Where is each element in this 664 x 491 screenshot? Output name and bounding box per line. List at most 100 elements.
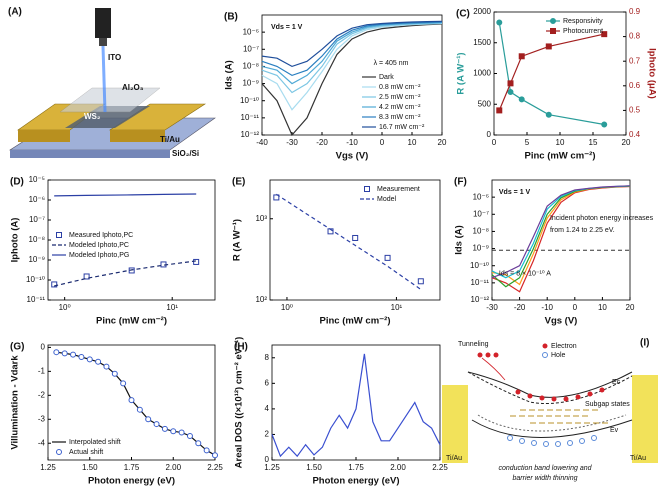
series-line: [261, 23, 443, 137]
x-axis-label: Photon energy (eV): [312, 476, 399, 487]
legend-marker: [550, 28, 556, 34]
y-tick-label: -1: [38, 366, 46, 375]
legend-label: Model: [377, 196, 397, 203]
plot-frame: [491, 179, 631, 301]
marker: [161, 425, 168, 432]
y-tick-label: 10⁻⁶: [29, 195, 45, 204]
panel-label: (I): [640, 338, 649, 349]
y-tick-label: 10⁻⁶: [243, 27, 259, 36]
marker: [518, 53, 525, 60]
y2-tick-label: 0.5: [629, 106, 641, 115]
series-line: [261, 22, 443, 85]
series-line: [261, 20, 443, 68]
y-axis-label: R (A W⁻¹): [232, 219, 243, 261]
marker: [153, 421, 160, 428]
x-tick-label: 5: [525, 138, 530, 147]
x-axis-label: Photon energy (eV): [88, 476, 175, 487]
probe-tip: [99, 38, 107, 46]
y-tick-label: 0: [265, 455, 270, 464]
x-tick-label: -30: [286, 138, 298, 147]
legend-label: Modeled Iphoto,PC: [69, 242, 129, 249]
annotation: Incident photon energy increases: [550, 215, 654, 222]
light-beam: [101, 45, 107, 113]
x-axis-label: Vgs (V): [336, 151, 369, 162]
tunneling-arrow: [481, 357, 506, 381]
x-tick-label: 1.50: [82, 463, 98, 472]
probe: [95, 8, 111, 38]
x-axis-label: Vgs (V): [545, 316, 578, 327]
y-tick-label: -3: [38, 414, 46, 423]
marker: [496, 19, 503, 26]
annotation: λ = 405 nm: [374, 60, 409, 67]
marker: [111, 370, 118, 377]
x-tick-label: -10: [541, 303, 553, 312]
marker: [51, 281, 58, 288]
marker: [518, 96, 525, 103]
legend-marker: [56, 449, 62, 455]
valence-band-dashed: [477, 414, 627, 432]
label: SiO₂/Si: [172, 149, 199, 158]
label: Al₂O₃: [122, 83, 144, 92]
y-tick-label: 10⁻¹¹: [27, 295, 46, 304]
marker: [53, 349, 60, 356]
x-tick-label: 20: [622, 138, 631, 147]
panel-label: (F): [454, 177, 467, 188]
marker: [601, 121, 608, 128]
y-tick-label: 10⁻¹²: [471, 295, 490, 304]
y-tick-label: 500: [478, 99, 492, 108]
plot-frame: [269, 179, 441, 301]
y-tick-label: 10⁻⁸: [29, 235, 46, 244]
caption: barrier width thinning: [513, 475, 578, 482]
x-tick-label: 1.75: [124, 463, 140, 472]
series-line: [491, 185, 631, 279]
marker: [145, 416, 152, 423]
x-tick-label: 10: [556, 138, 565, 147]
marker: [70, 351, 77, 358]
marker: [601, 31, 608, 38]
marker: [186, 433, 193, 440]
marker: [352, 234, 359, 241]
y-tick-label: 10⁻¹¹: [471, 278, 490, 287]
series-line: [261, 21, 443, 77]
y-tick-label: 10⁻⁷: [473, 209, 489, 218]
marker: [384, 254, 391, 261]
y2-tick-label: 0.4: [629, 130, 641, 139]
conduction-band-lowered: [467, 371, 633, 405]
series-line: [275, 193, 422, 290]
y-tick-label: 10⁻¹²: [241, 130, 260, 139]
legend-marker: [550, 18, 556, 24]
x-tick-label: 0: [492, 138, 497, 147]
annotation: Ids = 8 × 10⁻¹⁰ A: [499, 269, 551, 277]
chart: (D) 10⁰ 10¹ 10⁻¹¹ 10⁻¹⁰ 10⁻⁹ 10⁻⁸ 10⁻⁷ 10⁻⁶ 10⁻⁵ P…: [10, 175, 216, 327]
x-tick-label: -20: [316, 138, 328, 147]
plot-frame: [47, 179, 216, 301]
x-tick-label: 10¹: [391, 303, 403, 312]
x-tick-label: 15: [589, 138, 598, 147]
y-tick-label: 1500: [473, 38, 491, 47]
series-line: [261, 22, 443, 111]
legend-hole: [542, 352, 548, 358]
x-tick-label: 20: [626, 303, 635, 312]
legend-label: Dark: [379, 74, 394, 81]
legend-label: Photocurrent: [563, 28, 603, 35]
electrode-right-side: [110, 130, 165, 142]
label: Subgap states: [585, 401, 630, 408]
legend-marker: [56, 232, 62, 238]
x-tick-label: 10⁰: [281, 303, 293, 312]
panel-label: (B): [224, 12, 238, 23]
marker: [120, 380, 127, 387]
legend-label: Measured Iphoto,PC: [69, 232, 133, 239]
marker: [507, 88, 514, 95]
y-axis-label: Iphoto (A): [10, 218, 21, 263]
legend-label: 16.7 mW cm⁻²: [379, 124, 425, 131]
y2-tick-label: 0.7: [629, 56, 641, 65]
legend-label: Modeled Iphoto,PG: [69, 252, 129, 259]
x-tick-label: 1.50: [306, 463, 322, 472]
panel-label: (G): [10, 342, 24, 353]
chart: (F) -30 -20 -10 0 10 20 10⁻¹² 10⁻¹¹ 10⁻¹⁰ 10⁻⁹ 10⁻⁸…: [454, 177, 654, 327]
marker: [86, 356, 93, 363]
y-tick-label: 4: [265, 404, 270, 413]
legend-label: Measurement: [377, 186, 420, 193]
x-tick-label: 10¹: [166, 303, 178, 312]
